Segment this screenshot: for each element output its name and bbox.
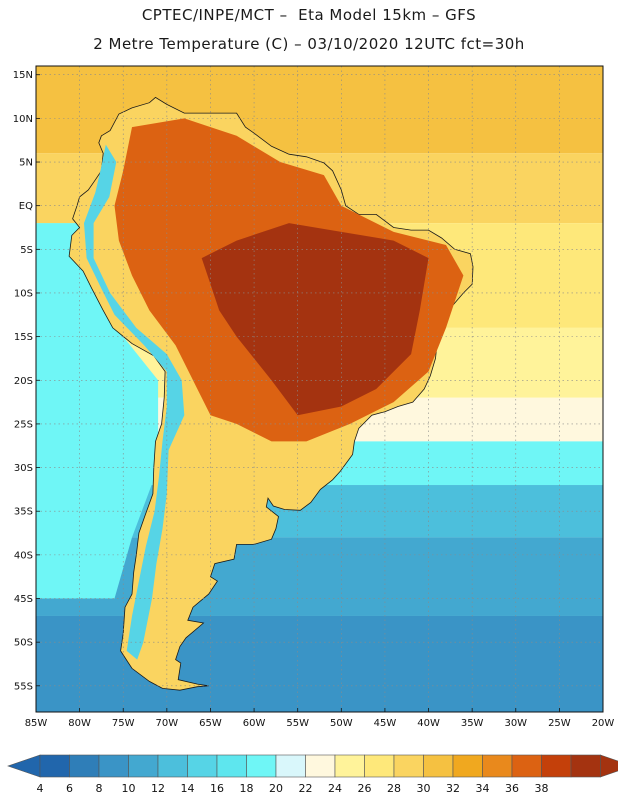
lon-tick-label: 35W bbox=[461, 718, 484, 729]
colorbar-segment bbox=[423, 754, 454, 778]
lat-tick-label: EQ bbox=[19, 201, 33, 212]
lon-tick-label: 70W bbox=[156, 718, 179, 729]
colorbar-label: 32 bbox=[446, 782, 460, 795]
andes-cold-strip bbox=[84, 144, 185, 660]
longitude-labels: 85W 80W 75W 70W 65W 60W 55W 50W 45W 40W 35W 30W 25W 2… bbox=[25, 708, 615, 729]
lat-tick-label: 35S bbox=[14, 507, 33, 518]
colorbar-segment bbox=[364, 754, 395, 778]
colorbar-label: 4 bbox=[37, 782, 44, 795]
colorbar-segment bbox=[334, 754, 365, 778]
lon-tick-label: 75W bbox=[112, 718, 135, 729]
map-frame bbox=[35, 65, 604, 713]
colorbar: 4 6 8 10 12 14 16 18 20 22 24 26 28 30 32 34 36 38 bbox=[7, 754, 618, 795]
colorbar-segment bbox=[187, 754, 218, 778]
lat-tick-label: 10N bbox=[13, 114, 33, 125]
colorbar-right-arrow bbox=[600, 754, 618, 778]
lon-tick-label: 30W bbox=[504, 718, 527, 729]
colorbar-segment bbox=[305, 754, 336, 778]
colorbar-segment bbox=[275, 754, 306, 778]
lon-tick-label: 50W bbox=[330, 718, 353, 729]
lat-tick-label: 20S bbox=[14, 376, 33, 387]
lat-tick-label: 15S bbox=[14, 332, 33, 343]
lat-tick-label: 5N bbox=[19, 158, 33, 169]
colorbar-label: 14 bbox=[181, 782, 195, 795]
ocean-band bbox=[36, 615, 603, 712]
lat-lon-gridlines bbox=[36, 66, 603, 712]
colorbar-segment bbox=[39, 754, 70, 778]
colorbar-label: 30 bbox=[417, 782, 431, 795]
colorbar-label: 10 bbox=[122, 782, 136, 795]
lon-tick-label: 65W bbox=[199, 718, 222, 729]
lat-tick-label: 50S bbox=[14, 638, 33, 649]
colorbar-label: 24 bbox=[328, 782, 342, 795]
colorbar-segment bbox=[570, 754, 601, 778]
colorbar-label: 6 bbox=[66, 782, 73, 795]
lon-tick-label: 45W bbox=[374, 718, 397, 729]
colorbar-label: 36 bbox=[505, 782, 519, 795]
map-title: CPTEC/INPE/MCT – Eta Model 15km – GFS bbox=[141, 6, 477, 24]
colorbar-label: 20 bbox=[269, 782, 283, 795]
lon-tick-label: 25W bbox=[548, 718, 571, 729]
colorbar-label: 34 bbox=[476, 782, 490, 795]
colorbar-segment bbox=[452, 754, 483, 778]
map-plot-area bbox=[36, 66, 603, 712]
lat-tick-label: 40S bbox=[14, 550, 33, 561]
map-subtitle: 2 Metre Temperature (C) – 03/10/2020 12U… bbox=[93, 35, 525, 53]
colorbar-segment bbox=[69, 754, 100, 778]
colorbar-segment bbox=[511, 754, 542, 778]
colorbar-label: 18 bbox=[240, 782, 254, 795]
colorbar-label: 16 bbox=[210, 782, 224, 795]
colorbar-segment bbox=[157, 754, 188, 778]
lat-tick-label: 25S bbox=[14, 419, 33, 430]
colorbar-segment bbox=[216, 754, 247, 778]
lon-tick-label: 40W bbox=[417, 718, 440, 729]
lat-tick-label: 15N bbox=[13, 70, 33, 81]
pacific-cold-tongue bbox=[36, 223, 159, 599]
lat-tick-label: 55S bbox=[14, 681, 33, 692]
colorbar-segment bbox=[541, 754, 572, 778]
lon-tick-label: 55W bbox=[286, 718, 309, 729]
colorbar-label: 26 bbox=[358, 782, 372, 795]
latitude-labels: 15N 10N 5N EQ 5S 10S 15S 20S 25S 30S 35S 40S 45S 50S 5… bbox=[13, 70, 40, 692]
lat-tick-label: 10S bbox=[14, 288, 33, 299]
colorbar-label: 38 bbox=[535, 782, 549, 795]
colorbar-segment bbox=[128, 754, 159, 778]
lat-tick-label: 30S bbox=[14, 463, 33, 474]
colorbar-segment bbox=[393, 754, 424, 778]
colorbar-label: 8 bbox=[96, 782, 103, 795]
hot-core-region bbox=[201, 223, 429, 416]
lat-tick-label: 5S bbox=[20, 245, 33, 256]
colorbar-left-arrow bbox=[7, 754, 41, 778]
lon-tick-label: 80W bbox=[68, 718, 91, 729]
colorbar-segment bbox=[482, 754, 513, 778]
lon-tick-label: 85W bbox=[25, 718, 48, 729]
lon-tick-label: 60W bbox=[243, 718, 266, 729]
lat-tick-label: 45S bbox=[14, 594, 33, 605]
colorbar-label: 22 bbox=[299, 782, 313, 795]
colorbar-segment bbox=[246, 754, 277, 778]
colorbar-segment bbox=[98, 754, 129, 778]
lon-tick-label: 20W bbox=[592, 718, 615, 729]
colorbar-label: 12 bbox=[151, 782, 165, 795]
colorbar-label: 28 bbox=[387, 782, 401, 795]
